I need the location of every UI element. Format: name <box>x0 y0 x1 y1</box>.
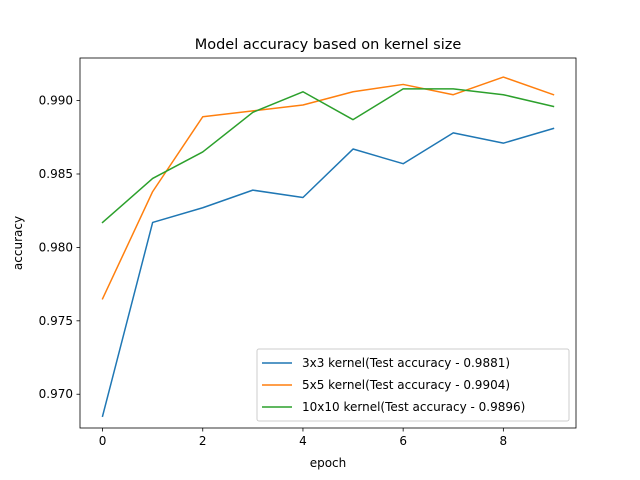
series-layer <box>101 76 555 418</box>
series-line-0 <box>101 127 555 418</box>
legend-label-3x3: 3x3 kernel(Test accuracy - 0.9881) <box>302 356 510 370</box>
series-line-2 <box>101 88 555 224</box>
chart-title: Model accuracy based on kernel size <box>195 37 462 53</box>
ticks-layer: 0 2 4 6 8 0.970 0.975 0.980 0.985 0.990 <box>39 94 508 448</box>
legend-frame <box>256 348 570 422</box>
y-tick-label: 0.975 <box>39 314 73 328</box>
x-tick-label: 4 <box>299 434 307 448</box>
x-tick-label: 0 <box>99 434 107 448</box>
y-tick-label: 0.985 <box>39 167 73 181</box>
y-tick-label: 0.980 <box>39 240 73 254</box>
y-axis-label: accuracy <box>11 216 25 270</box>
legend-label-10x10: 10x10 kernel(Test accuracy - 0.9896) <box>302 400 525 414</box>
x-tick-label: 2 <box>199 434 207 448</box>
x-tick-label: 6 <box>399 434 407 448</box>
y-tick-label: 0.970 <box>39 387 73 401</box>
series-line-1 <box>101 76 555 300</box>
legend: 3x3 kernel(Test accuracy - 0.9881) 5x5 k… <box>256 348 570 422</box>
x-axis-label: epoch <box>310 456 347 470</box>
plot-frame <box>79 57 577 429</box>
legend-label-5x5: 5x5 kernel(Test accuracy - 0.9904) <box>302 378 510 392</box>
y-tick-label: 0.990 <box>39 94 73 108</box>
x-tick-label: 8 <box>500 434 508 448</box>
